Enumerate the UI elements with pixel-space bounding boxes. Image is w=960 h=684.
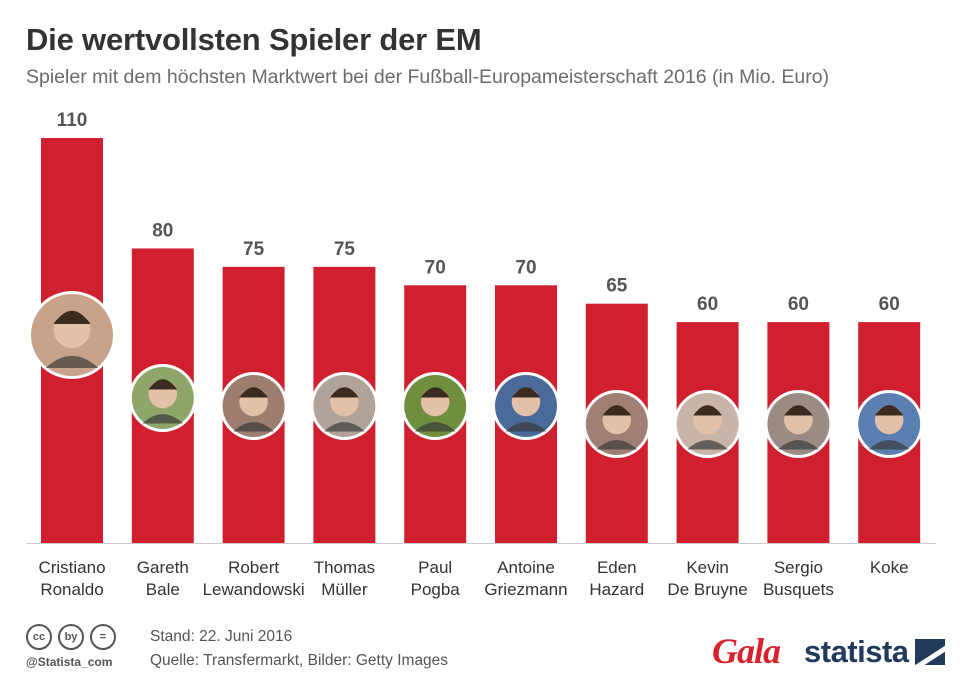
no-derivatives-icon[interactable]: =: [90, 624, 116, 650]
bar-value-label: 60: [697, 294, 718, 315]
attribution-icon[interactable]: by: [58, 624, 84, 650]
license-icons: cc by =: [26, 624, 116, 650]
category-label: Müller: [321, 580, 368, 599]
category-label: Busquets: [763, 580, 834, 599]
category-label: Koke: [870, 558, 909, 577]
category-label: Antoine: [497, 558, 555, 577]
bar-value-label: 70: [425, 257, 446, 278]
bar-value-label: 75: [334, 239, 356, 260]
bar-value-label: 70: [515, 257, 536, 278]
category-label: Cristiano: [38, 558, 105, 577]
bar-value-label: 75: [243, 239, 265, 260]
category-label: Robert: [228, 558, 279, 577]
category-label: Kevin: [686, 558, 729, 577]
creative-commons-icon[interactable]: cc: [26, 624, 52, 650]
bar-value-label: 60: [879, 294, 900, 315]
gala-logo[interactable]: Gala: [712, 631, 781, 671]
player-portrait: [492, 372, 560, 440]
footer-source: Quelle: Transfermarkt, Bilder: Getty Ima…: [150, 652, 449, 669]
statista-handle[interactable]: @Statista_com: [26, 655, 113, 669]
category-label: Lewandowski: [203, 580, 305, 599]
player-portrait: [855, 390, 924, 458]
player-portrait: [764, 390, 833, 458]
bar-value-label: 110: [57, 110, 88, 131]
category-label: Bale: [146, 580, 180, 599]
player-portrait: [128, 364, 197, 432]
category-label: Pogba: [411, 580, 461, 599]
category-label: Hazard: [589, 580, 644, 599]
player-portrait: [28, 291, 116, 379]
player-portrait: [219, 372, 288, 440]
category-label: De Bruyne: [667, 580, 747, 599]
player-portrait: [310, 372, 379, 440]
bar-value-label: 65: [606, 276, 628, 297]
category-label: Eden: [597, 558, 637, 577]
bar-value-label: 80: [152, 220, 173, 241]
category-label: Sergio: [774, 558, 823, 577]
category-label: Griezmann: [484, 580, 567, 599]
statista-logo[interactable]: statista: [804, 634, 945, 670]
chart-title: Die wertvollsten Spieler der EM: [26, 22, 482, 57]
category-label: Paul: [418, 558, 452, 577]
player-portrait: [582, 390, 651, 458]
player-portrait: [401, 372, 470, 440]
category-label: Gareth: [137, 558, 189, 577]
statista-mark-icon: [914, 639, 945, 665]
category-label: Ronaldo: [40, 580, 103, 599]
player-portrait: [673, 390, 742, 458]
category-label: Thomas: [314, 558, 375, 577]
chart-subtitle: Spieler mit dem höchsten Marktwert bei d…: [26, 66, 830, 88]
bar-value-label: 60: [788, 294, 809, 315]
footer-date: Stand: 22. Juni 2016: [150, 628, 293, 645]
statista-logo-text: statista: [804, 634, 909, 669]
